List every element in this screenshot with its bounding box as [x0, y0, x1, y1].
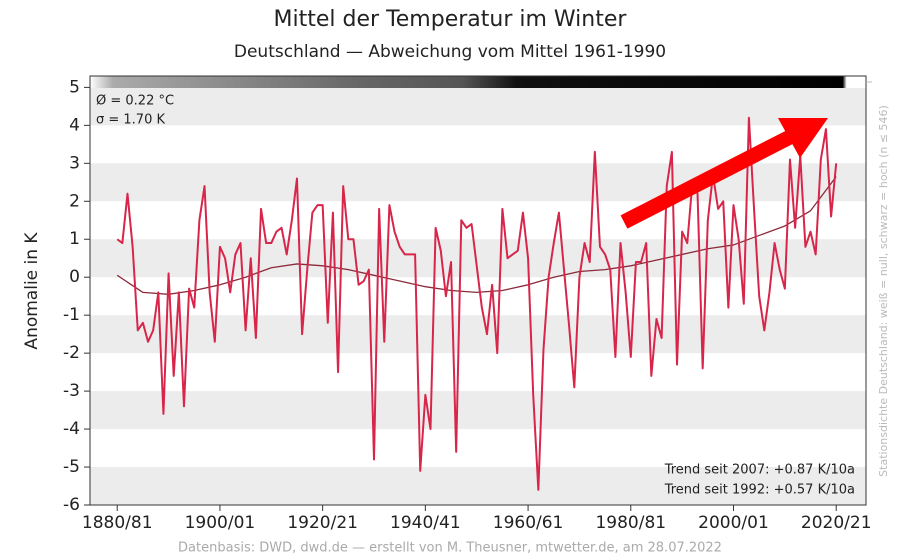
y-tick-label: -6 — [63, 495, 80, 515]
x-tick-label: 1880/81 — [82, 513, 153, 533]
y-tick-label: 5 — [69, 77, 80, 97]
grid-band — [90, 87, 866, 126]
chart-title: Mittel der Temperatur im Winter — [274, 7, 628, 32]
right-label: Stationsdichte Deutschland: weiß = null,… — [877, 105, 890, 477]
y-tick-label: -4 — [63, 419, 80, 439]
x-tick-label: 1980/81 — [595, 513, 666, 533]
data-line — [116, 176, 837, 295]
x-tick-label: 1940/41 — [390, 513, 461, 533]
trend-note: Trend seit 2007: +0.87 K/10a — [664, 463, 855, 478]
y-tick-label: 2 — [69, 191, 80, 211]
x-tick-label: 1920/21 — [287, 513, 358, 533]
x-tick-label: 2000/01 — [698, 513, 769, 533]
plot-frame — [89, 75, 867, 506]
y-tick-label: -5 — [63, 457, 80, 477]
y-tick-label: 4 — [69, 115, 80, 135]
x-tick-label: 1900/01 — [185, 513, 256, 533]
y-tick-label: 1 — [69, 229, 80, 249]
highlight-arrow — [620, 118, 828, 229]
y-tick-label: -3 — [63, 381, 80, 401]
grid-band — [90, 163, 866, 202]
y-axis-label: Anomalie in K — [22, 232, 42, 350]
y-tick-label: -1 — [63, 305, 80, 325]
data-line — [116, 116, 838, 491]
stat: Ø = 0.22 °C — [96, 94, 174, 109]
grid-band — [90, 391, 866, 430]
grid-band — [90, 467, 866, 505]
y-tick-label: -2 — [63, 343, 80, 363]
y-tick-label: 3 — [69, 153, 80, 173]
source: Datenbasis: DWD, dwd.de — erstellt von M… — [178, 541, 722, 556]
station-density-bar — [90, 76, 866, 88]
trend-note: Trend seit 1992: +0.57 K/10a — [664, 483, 855, 498]
grid-band — [90, 315, 866, 354]
y-tick-label: 0 — [69, 267, 80, 287]
x-tick-label: 2020/21 — [801, 513, 872, 533]
x-tick-label: 1960/61 — [493, 513, 564, 533]
stat: σ = 1.70 K — [96, 113, 165, 128]
chart-subtitle: Deutschland — Abweichung vom Mittel 1961… — [234, 42, 666, 62]
